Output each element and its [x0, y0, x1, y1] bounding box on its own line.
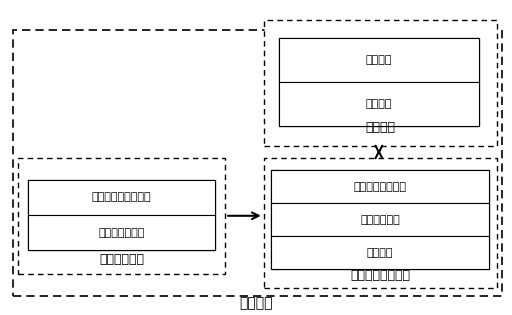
Bar	[28, 215, 215, 250]
Bar	[13, 30, 502, 296]
Bar	[264, 158, 497, 288]
Text: 数据接收: 数据接收	[366, 99, 392, 109]
Text: 控制模块: 控制模块	[239, 296, 273, 310]
Bar	[271, 170, 489, 203]
Bar	[264, 20, 497, 146]
Text: 电池组信息存储: 电池组信息存储	[98, 228, 145, 238]
Bar	[18, 158, 225, 274]
Text: 寿命分析: 寿命分析	[367, 248, 393, 258]
Bar	[271, 170, 489, 269]
Text: 数据存储模块: 数据存储模块	[99, 253, 144, 266]
Bar	[279, 38, 479, 82]
Text: 原始数据存储及更新: 原始数据存储及更新	[92, 192, 152, 202]
Bar	[271, 236, 489, 269]
Bar	[271, 203, 489, 236]
Bar	[28, 180, 215, 250]
Bar	[279, 82, 479, 126]
Bar	[279, 38, 479, 126]
Text: 电池容量分析处理: 电池容量分析处理	[354, 182, 407, 192]
Text: 通信模块: 通信模块	[365, 121, 395, 134]
Bar	[28, 180, 215, 215]
Text: 数据分析处理模块: 数据分析处理模块	[350, 269, 410, 282]
Text: 均衡分析处理: 均衡分析处理	[360, 215, 400, 225]
Text: 数据发送: 数据发送	[366, 55, 392, 65]
